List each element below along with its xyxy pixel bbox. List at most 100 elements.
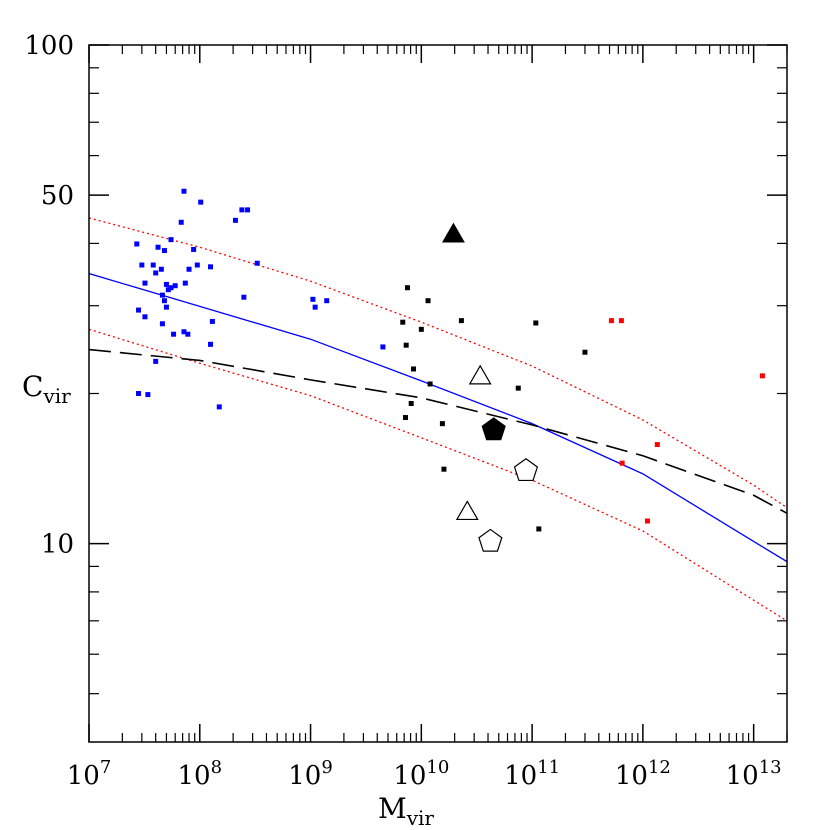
- data-point-square: [181, 188, 187, 194]
- data-point-square: [142, 280, 148, 286]
- data-point-square: [441, 466, 447, 472]
- data-point-pentagon-open: [478, 528, 503, 552]
- data-point-square: [150, 262, 156, 268]
- x-axis-label: Mvir: [378, 792, 434, 830]
- data-point-square: [408, 400, 414, 406]
- data-point-square: [403, 415, 409, 421]
- data-point-square: [515, 385, 521, 391]
- data-point-square: [209, 318, 215, 324]
- curve-dotted: [89, 328, 787, 622]
- data-point-square: [163, 281, 169, 287]
- data-point-square: [439, 421, 445, 427]
- major-ticks: [88, 44, 787, 742]
- x-tick-label: 1012: [615, 757, 671, 791]
- x-tick-base: 10: [178, 761, 211, 791]
- data-point-square: [400, 319, 406, 325]
- x-tick-exponent: 10: [426, 757, 449, 778]
- x-tick-label: 1013: [726, 757, 782, 791]
- data-point-square: [239, 207, 245, 213]
- data-point-square: [172, 283, 178, 289]
- data-point-square: [158, 266, 164, 272]
- y-axis-label-sub: vir: [42, 384, 71, 408]
- x-tick-exponent: 8: [211, 757, 222, 778]
- data-point-square: [310, 296, 316, 302]
- data-point-triangle-open: [455, 500, 479, 521]
- data-point-square: [142, 314, 148, 320]
- data-point-square: [163, 304, 169, 310]
- data-point-square: [168, 237, 174, 243]
- x-tick-base: 10: [726, 761, 759, 791]
- data-point-square: [619, 460, 625, 466]
- data-point-square: [427, 381, 433, 387]
- data-point-square: [153, 270, 159, 276]
- x-tick-base: 10: [67, 761, 100, 791]
- data-point-square: [186, 266, 192, 272]
- data-point-square: [608, 318, 614, 324]
- data-point-square: [178, 219, 184, 225]
- data-point-square: [425, 298, 431, 304]
- data-point-square: [759, 373, 765, 379]
- data-point-square: [165, 287, 171, 293]
- data-point-square: [245, 207, 251, 213]
- data-point-square: [411, 366, 417, 372]
- x-tick-exponent: 9: [321, 757, 332, 778]
- x-tick-base: 10: [615, 761, 648, 791]
- data-point-triangle-filled: [442, 222, 465, 243]
- data-point-square: [171, 331, 177, 337]
- y-axis-label-main: C: [22, 370, 43, 403]
- x-axis-label-main: M: [378, 792, 407, 825]
- plot-frame: [88, 44, 788, 743]
- data-point-triangle-open: [468, 364, 492, 385]
- data-point-square: [208, 264, 214, 270]
- data-point-square: [161, 298, 167, 304]
- data-point-square: [155, 244, 161, 250]
- data-point-square: [404, 285, 410, 291]
- x-tick-exponent: 7: [100, 757, 111, 778]
- data-point-square: [168, 285, 174, 291]
- x-tick-base: 10: [393, 761, 426, 791]
- x-tick-exponent: 13: [759, 757, 782, 778]
- y-tick-label: 50: [41, 181, 74, 211]
- data-point-square: [136, 391, 142, 396]
- data-point-square: [380, 344, 386, 350]
- data-point-square: [139, 262, 145, 268]
- plot-lines: [89, 217, 787, 622]
- y-tick-labels: 10 50 100: [24, 31, 74, 560]
- data-point-square: [582, 349, 588, 355]
- data-point-square: [198, 199, 204, 205]
- data-point-square: [458, 318, 464, 324]
- data-point-square: [194, 262, 200, 268]
- data-point-pentagon-filled: [481, 417, 506, 441]
- data-point-square: [159, 292, 165, 298]
- x-tick-exponent: 11: [537, 757, 560, 778]
- data-point-square: [216, 404, 222, 410]
- x-tick-base: 10: [504, 761, 537, 791]
- data-point-square: [241, 294, 247, 300]
- data-point-square: [533, 320, 539, 326]
- data-point-square: [418, 326, 424, 332]
- data-point-square: [185, 331, 191, 337]
- data-point-square: [134, 241, 140, 247]
- data-point-square: [644, 518, 650, 524]
- x-tick-label: 108: [178, 757, 223, 791]
- minor-ticks: [89, 45, 788, 742]
- curve-solid: [89, 272, 787, 563]
- x-tick-base: 10: [288, 761, 321, 791]
- data-point-square: [181, 329, 187, 335]
- y-axis-label: Cvir: [22, 370, 71, 408]
- data-point-square: [536, 526, 542, 532]
- data-point-square: [182, 280, 188, 286]
- data-point-square: [208, 341, 214, 347]
- data-point-pentagon-open: [513, 457, 539, 482]
- x-tick-label: 1011: [504, 757, 560, 791]
- data-point-square: [232, 217, 238, 223]
- curve-dotted: [89, 217, 787, 509]
- curve-dashed: [89, 348, 787, 515]
- plot-markers: [134, 188, 765, 552]
- data-point-square: [312, 304, 318, 310]
- x-tick-exponent: 12: [648, 757, 671, 778]
- x-tick-labels: 107 108 109 1010 1011 1012 1013: [67, 757, 782, 791]
- data-point-square: [136, 307, 142, 313]
- data-point-square: [159, 321, 165, 327]
